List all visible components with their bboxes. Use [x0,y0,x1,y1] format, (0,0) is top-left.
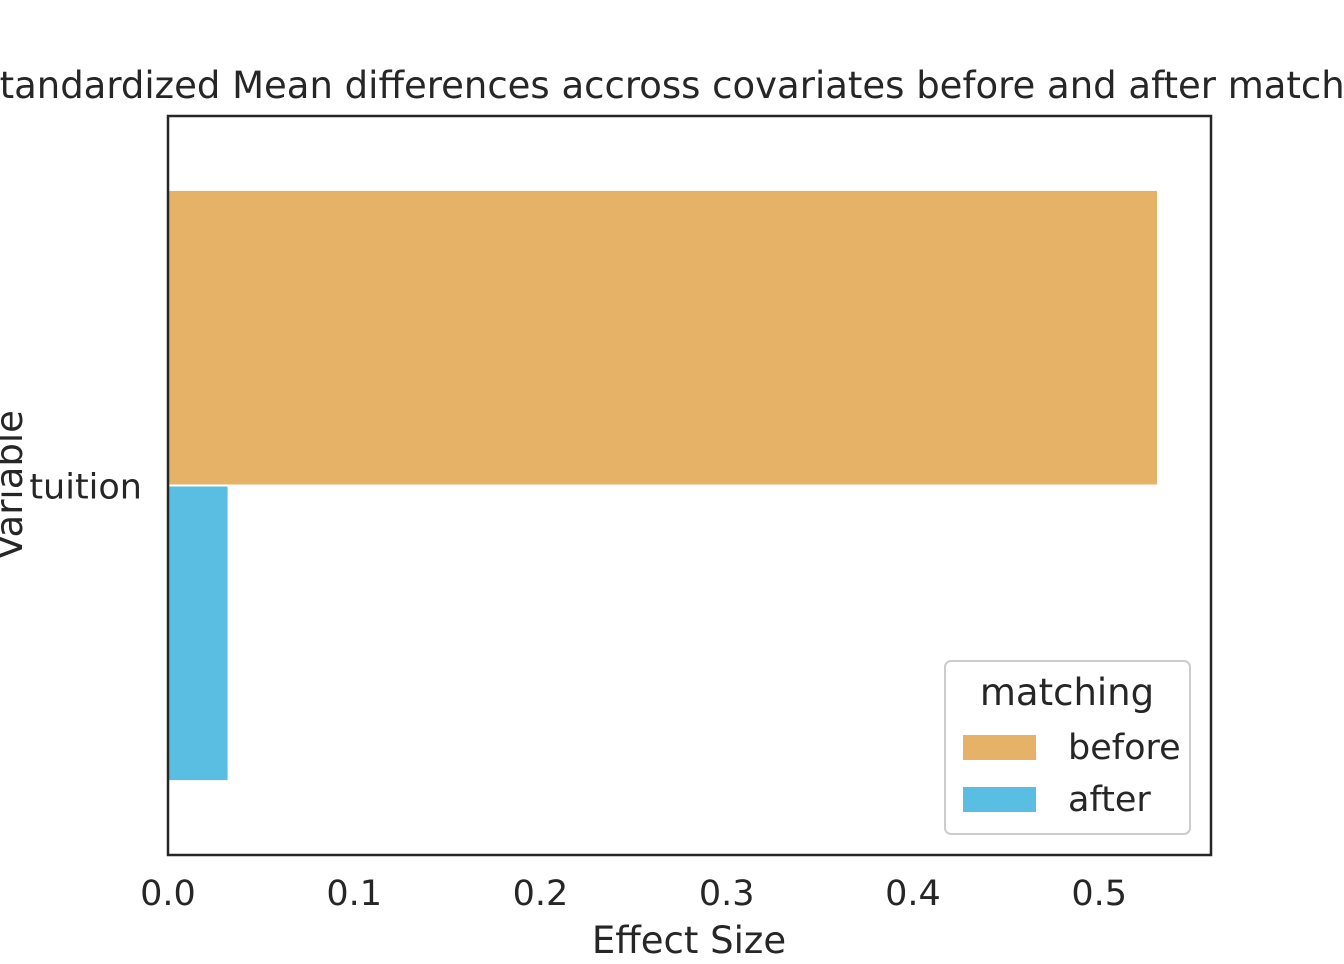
y-axis-label: Variable [0,410,31,560]
y-category-label: tuition [29,468,142,508]
x-tick-label: 0.5 [1071,874,1127,914]
x-tick-label: 0.2 [513,874,569,914]
x-axis-ticks: 0.0 0.1 0.2 0.3 0.4 0.5 [140,874,1127,914]
x-tick-label: 0.1 [326,874,382,914]
legend: matching before after [944,660,1191,835]
x-tick-label: 0.3 [699,874,755,914]
plot-frame [166,114,1213,857]
legend-entries: before after [963,728,1181,820]
y-axis-categories: tuition [29,468,142,508]
legend-label-before: before [1068,728,1181,768]
bar-before [168,190,1157,485]
chart-title: Standardized Mean differences accross co… [0,64,1344,107]
x-tick-label: 0.0 [140,874,196,914]
legend-swatch-after [963,787,1036,812]
bar-after [168,486,228,781]
legend-label-after: after [1068,780,1151,820]
legend-swatch-before [963,735,1036,760]
x-tick-label: 0.4 [885,874,941,914]
legend-title: matching [980,671,1154,714]
x-axis-label: Effect Size [592,919,786,960]
bars-layer [168,190,1157,781]
